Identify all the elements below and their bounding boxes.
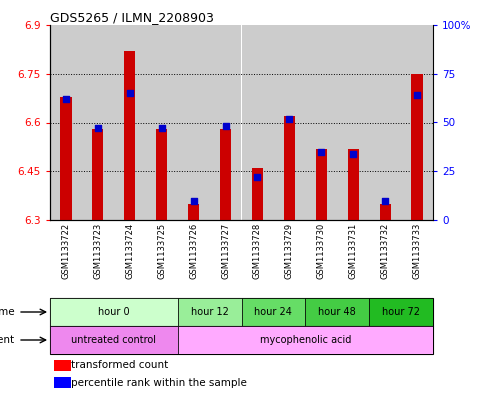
- Bar: [114, 25, 146, 220]
- Bar: [82, 25, 114, 220]
- Bar: [156, 129, 167, 220]
- Bar: [60, 97, 71, 220]
- Bar: [50, 298, 178, 326]
- Bar: [210, 25, 242, 220]
- Bar: [348, 149, 359, 220]
- Bar: [305, 298, 369, 326]
- Bar: [146, 25, 178, 220]
- Bar: [369, 25, 401, 220]
- Bar: [178, 25, 210, 220]
- Bar: [50, 25, 82, 220]
- Bar: [188, 204, 199, 220]
- Bar: [252, 168, 263, 220]
- Point: [317, 149, 325, 155]
- Bar: [146, 25, 178, 220]
- Point: [349, 151, 357, 157]
- Text: hour 48: hour 48: [318, 307, 356, 317]
- Bar: [273, 25, 305, 220]
- Bar: [242, 25, 273, 220]
- Point: [62, 96, 70, 102]
- Bar: [50, 25, 82, 220]
- Bar: [412, 74, 423, 220]
- Text: transformed count: transformed count: [71, 360, 168, 370]
- Point: [413, 92, 421, 98]
- Point: [126, 90, 134, 96]
- Bar: [178, 326, 433, 354]
- Text: agent: agent: [0, 335, 15, 345]
- Bar: [242, 25, 273, 220]
- Bar: [124, 51, 135, 220]
- Text: untreated control: untreated control: [71, 335, 156, 345]
- Bar: [178, 25, 210, 220]
- Text: hour 24: hour 24: [255, 307, 292, 317]
- Bar: [337, 25, 369, 220]
- Text: time: time: [0, 307, 15, 317]
- Bar: [92, 129, 103, 220]
- Point: [158, 125, 166, 132]
- Bar: [178, 298, 242, 326]
- Point: [94, 125, 102, 132]
- Bar: [273, 25, 305, 220]
- Text: mycophenolic acid: mycophenolic acid: [260, 335, 351, 345]
- Bar: [54, 360, 71, 371]
- Point: [381, 197, 389, 204]
- Bar: [316, 149, 327, 220]
- Bar: [210, 25, 242, 220]
- Bar: [305, 25, 337, 220]
- Bar: [114, 25, 146, 220]
- Bar: [242, 298, 305, 326]
- Bar: [284, 116, 295, 220]
- Bar: [401, 25, 433, 220]
- Text: GDS5265 / ILMN_2208903: GDS5265 / ILMN_2208903: [50, 11, 214, 24]
- Point: [285, 116, 293, 122]
- Bar: [401, 25, 433, 220]
- Bar: [369, 298, 433, 326]
- Text: hour 72: hour 72: [382, 307, 420, 317]
- Bar: [82, 25, 114, 220]
- Bar: [305, 25, 337, 220]
- Bar: [380, 204, 391, 220]
- Text: percentile rank within the sample: percentile rank within the sample: [71, 378, 247, 387]
- Bar: [369, 25, 401, 220]
- Text: hour 12: hour 12: [191, 307, 228, 317]
- Text: hour 0: hour 0: [98, 307, 129, 317]
- Bar: [54, 377, 71, 388]
- Bar: [220, 129, 231, 220]
- Point: [222, 123, 229, 130]
- Bar: [337, 25, 369, 220]
- Point: [190, 197, 198, 204]
- Point: [254, 174, 261, 180]
- Bar: [50, 326, 178, 354]
